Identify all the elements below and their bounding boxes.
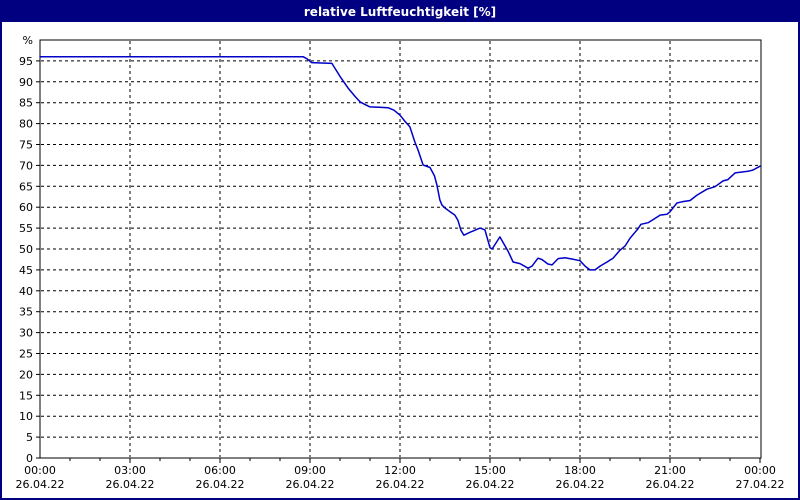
y-tick-label: 80	[19, 118, 33, 131]
y-tick-label: 0	[26, 452, 33, 465]
chart-title: relative Luftfeuchtigkeit [%]	[303, 5, 497, 19]
y-tick-label: 70	[19, 159, 33, 172]
x-time-label: 00:00	[24, 464, 56, 477]
x-date-label: 26.04.22	[196, 478, 245, 491]
y-tick-label: 65	[19, 180, 33, 193]
x-date-label: 26.04.22	[466, 478, 515, 491]
x-time-label: 15:00	[474, 464, 506, 477]
y-tick-label: 40	[19, 285, 33, 298]
x-time-label: 12:00	[384, 464, 416, 477]
y-axis-unit-label: %	[23, 34, 33, 47]
humidity-line	[39, 55, 761, 271]
y-tick-label: 60	[19, 201, 33, 214]
y-tick-label: 50	[19, 243, 33, 256]
x-time-label: 06:00	[204, 464, 236, 477]
y-tick-label: 90	[19, 76, 33, 89]
x-date-label: 26.04.22	[286, 478, 335, 491]
x-time-label: 09:00	[294, 464, 326, 477]
x-time-label: 21:00	[654, 464, 686, 477]
x-date-label: 26.04.22	[106, 478, 155, 491]
y-tick-label: 55	[19, 222, 33, 235]
y-tick-label: 30	[19, 327, 33, 340]
x-date-label: 26.04.22	[646, 478, 695, 491]
y-tick-label: 45	[19, 264, 33, 277]
x-date-label: 26.04.22	[16, 478, 65, 491]
y-tick-label: 25	[19, 348, 33, 361]
plot-border	[39, 39, 762, 459]
y-tick-label: 10	[19, 410, 33, 423]
x-date-label: 26.04.22	[556, 478, 605, 491]
y-tick-label: 20	[19, 368, 33, 381]
title-bar: relative Luftfeuchtigkeit [%]	[2, 2, 798, 22]
x-date-label: 27.04.22	[736, 478, 785, 491]
y-tick-label: 75	[19, 139, 33, 152]
chart-area: 0 5 10 15 20 25 30 35 40 45 50 55 60 65 70 75 80 85 90 95% 0…	[2, 22, 798, 498]
y-tick-label: 15	[19, 389, 33, 402]
x-time-label: 03:00	[114, 464, 146, 477]
x-time-label: 00:00	[744, 464, 776, 477]
y-tick-label: 85	[19, 97, 33, 110]
y-tick-label: 95	[19, 55, 33, 68]
humidity-chart: 0 5 10 15 20 25 30 35 40 45 50 55 60 65 70 75 80 85 90 95% 0…	[16, 34, 785, 491]
x-date-label: 26.04.22	[376, 478, 425, 491]
x-time-label: 18:00	[564, 464, 596, 477]
y-tick-label: 35	[19, 306, 33, 319]
y-tick-label: 5	[26, 431, 33, 444]
